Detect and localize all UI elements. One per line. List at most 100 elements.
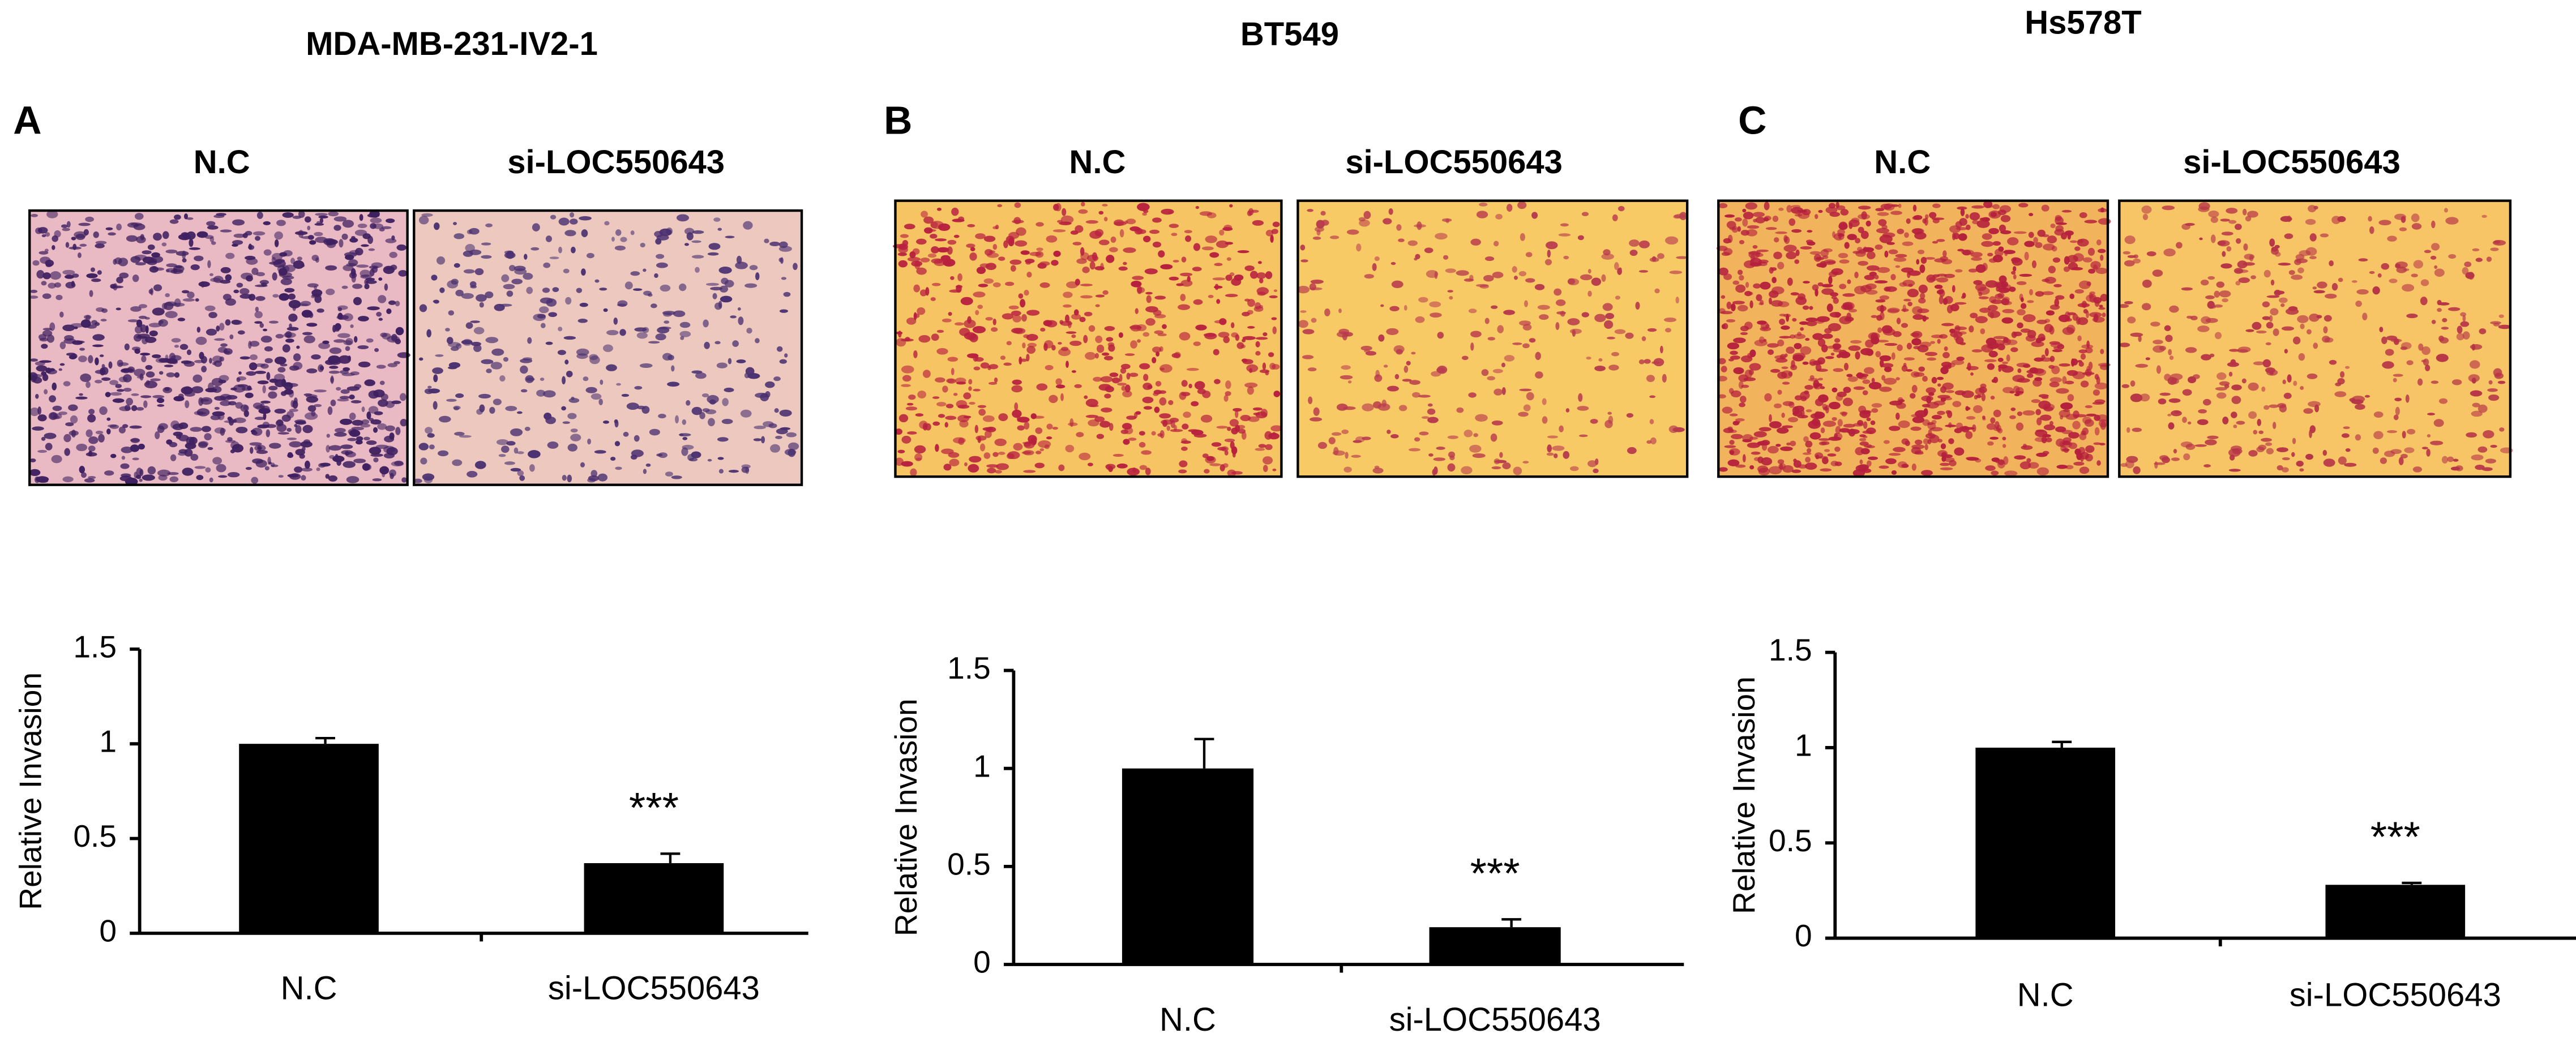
cell	[2059, 363, 2070, 367]
cell	[1108, 344, 1115, 352]
cell	[2082, 257, 2093, 263]
cell	[325, 265, 337, 271]
cell	[1068, 422, 1078, 426]
cell	[1780, 446, 1793, 451]
cell	[1249, 368, 1253, 374]
cell	[1932, 218, 1940, 224]
cell	[1676, 256, 1689, 259]
cell	[490, 362, 503, 370]
cell	[1731, 434, 1743, 439]
cell	[383, 453, 395, 458]
cell	[2295, 254, 2305, 260]
cell	[1992, 204, 2000, 209]
cell	[1522, 324, 1532, 331]
cell	[543, 262, 551, 268]
cell	[219, 356, 225, 362]
cell	[2411, 273, 2418, 277]
cell	[2000, 215, 2011, 222]
cell	[2167, 377, 2177, 385]
cell	[455, 289, 464, 297]
cell	[1739, 402, 1745, 408]
cell	[1008, 305, 1019, 310]
cell	[1426, 270, 1439, 278]
cell	[146, 371, 155, 378]
cell	[1152, 217, 1162, 223]
cell	[1476, 211, 1488, 218]
cell	[1491, 420, 1503, 426]
cell	[1020, 250, 1030, 255]
cell	[1842, 293, 1855, 297]
cell	[1805, 409, 1812, 413]
y-tick-label: 0	[99, 913, 117, 948]
bar	[1975, 747, 2116, 938]
cell	[1844, 242, 1850, 249]
cell	[1238, 428, 1246, 434]
cell	[349, 272, 357, 278]
cell	[2299, 468, 2304, 472]
cell	[370, 419, 382, 425]
cell	[164, 365, 174, 367]
cell	[922, 370, 931, 378]
cell	[724, 387, 734, 392]
cell	[235, 402, 243, 409]
cell	[1146, 295, 1152, 303]
cell	[1916, 259, 1920, 265]
cell	[1638, 240, 1650, 248]
cell	[316, 308, 324, 313]
cell	[2124, 301, 2133, 305]
cell	[2035, 291, 2044, 297]
cell	[1124, 353, 1135, 356]
cell	[1096, 434, 1104, 439]
cell	[156, 397, 165, 404]
cell	[2028, 231, 2034, 238]
cell	[2011, 331, 2017, 338]
cell	[1079, 452, 1091, 461]
cell	[189, 247, 201, 250]
cell	[282, 344, 290, 353]
cell	[1271, 364, 1280, 370]
cell	[1247, 299, 1255, 307]
cell	[2052, 349, 2062, 353]
cell	[548, 312, 557, 318]
cell	[1052, 229, 1066, 233]
cell	[2338, 277, 2343, 282]
cell	[433, 401, 438, 410]
cell	[957, 405, 970, 409]
cell	[1718, 394, 1726, 399]
cell	[1791, 469, 1802, 473]
cell	[1567, 278, 1580, 286]
cell	[2309, 233, 2317, 242]
cell	[896, 338, 906, 347]
cell	[1236, 342, 1244, 349]
cell	[95, 430, 104, 435]
cell	[1912, 204, 1917, 212]
cell	[1418, 394, 1431, 398]
cell	[917, 391, 927, 399]
cell	[686, 400, 691, 406]
cell	[481, 255, 492, 259]
cell	[1519, 388, 1532, 392]
cell	[970, 247, 975, 252]
cell	[385, 425, 395, 432]
cell	[501, 274, 510, 282]
cell	[1672, 427, 1685, 432]
cell	[1638, 359, 1645, 365]
cell	[120, 369, 127, 373]
cell	[116, 277, 123, 284]
cell	[2198, 206, 2210, 212]
cell	[1094, 266, 1105, 271]
cell	[2098, 248, 2106, 254]
cell	[1184, 230, 1192, 234]
panel-title: MDA-MB-231-IV2-1	[306, 25, 598, 62]
cell	[1252, 220, 1264, 226]
cell	[351, 426, 365, 431]
cell	[1626, 413, 1633, 418]
cell	[2430, 380, 2439, 384]
cell	[943, 464, 952, 471]
cell	[2232, 448, 2243, 454]
cell	[1727, 342, 1740, 350]
cell	[2377, 273, 2382, 278]
cell	[1911, 384, 1918, 393]
cell	[530, 247, 540, 251]
cell	[195, 336, 207, 345]
